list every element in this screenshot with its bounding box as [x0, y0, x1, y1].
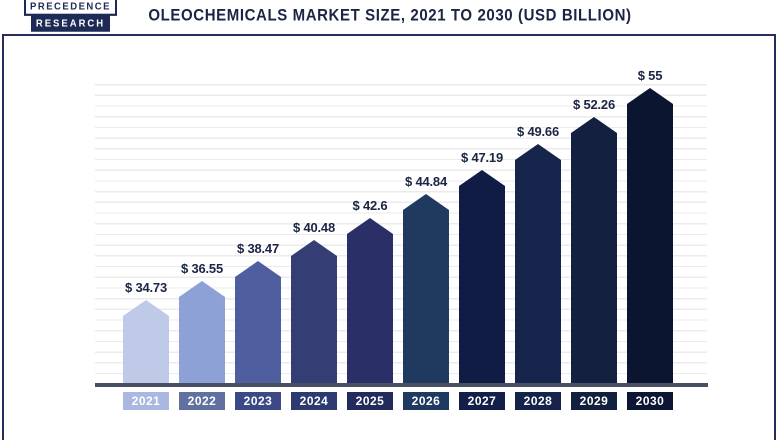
chart-title: OLEOCHEMICALS MARKET SIZE, 2021 TO 2030 … — [148, 6, 632, 26]
bar-2022 — [179, 281, 225, 383]
bar-value-label-2024: $ 40.48 — [293, 220, 335, 235]
x-axis-category-2029: 2029 — [571, 392, 617, 410]
x-axis-category-2027: 2027 — [459, 392, 505, 410]
x-axis-category-2030: 2030 — [627, 392, 673, 410]
logo-line-research: RESEARCH — [30, 15, 111, 32]
x-axis-category-2024: 2024 — [291, 392, 337, 410]
bar-2028 — [515, 144, 561, 383]
bar-2024 — [291, 240, 337, 383]
bar-value-label-2027: $ 47.19 — [461, 150, 503, 165]
bar-2021 — [123, 300, 169, 383]
x-axis-line — [95, 383, 708, 387]
bar-2027 — [459, 170, 505, 383]
x-axis-category-2022: 2022 — [179, 392, 225, 410]
bar-2029 — [571, 117, 617, 383]
bar-2023 — [235, 261, 281, 383]
x-axis-category-2023: 2023 — [235, 392, 281, 410]
x-axis-category-2028: 2028 — [515, 392, 561, 410]
logo-line-precedence: PRECEDENCE — [24, 0, 117, 16]
bar-value-label-2025: $ 42.6 — [352, 198, 388, 213]
bar-2026 — [403, 194, 449, 383]
bar-value-label-2028: $ 49.66 — [517, 124, 559, 139]
bar-value-label-2023: $ 38.47 — [237, 241, 279, 256]
bar-value-label-2021: $ 34.73 — [125, 280, 167, 295]
bar-value-label-2029: $ 52.26 — [573, 97, 615, 112]
bar-value-label-2022: $ 36.55 — [181, 261, 223, 276]
bar-2025 — [347, 218, 393, 383]
precedence-research-logo: PRECEDENCE RESEARCH — [24, 0, 117, 32]
bar-value-label-2030: $ 55 — [637, 68, 663, 83]
chart-frame — [2, 34, 776, 440]
x-axis-category-2021: 2021 — [123, 392, 169, 410]
bar-value-label-2026: $ 44.84 — [405, 174, 447, 189]
x-axis-category-2026: 2026 — [403, 392, 449, 410]
x-axis-category-2025: 2025 — [347, 392, 393, 410]
bar-2030 — [627, 88, 673, 383]
